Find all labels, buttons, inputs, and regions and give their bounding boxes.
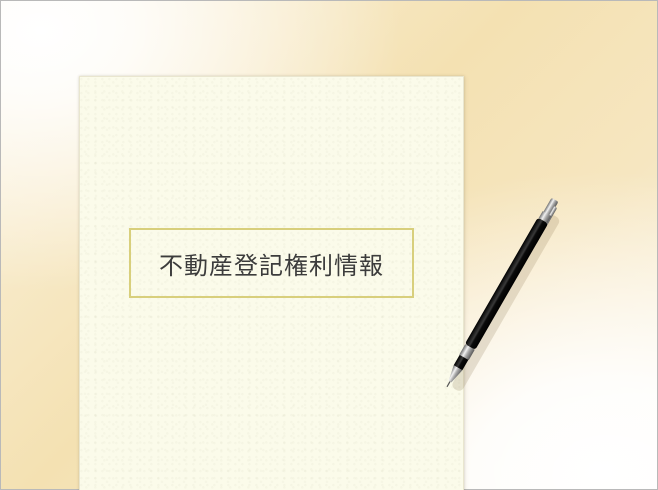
document-paper <box>79 76 464 490</box>
title-frame: 不動産登記権利情報 <box>129 228 414 298</box>
document-title: 不動産登記権利情報 <box>159 251 384 280</box>
